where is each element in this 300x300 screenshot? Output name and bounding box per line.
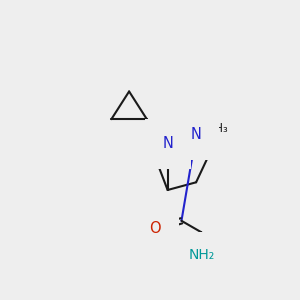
Text: NH₂: NH₂ [188, 248, 214, 262]
Text: CH₃: CH₃ [206, 122, 228, 135]
Text: O: O [149, 221, 161, 236]
Text: N: N [191, 127, 202, 142]
Text: N: N [162, 136, 173, 151]
